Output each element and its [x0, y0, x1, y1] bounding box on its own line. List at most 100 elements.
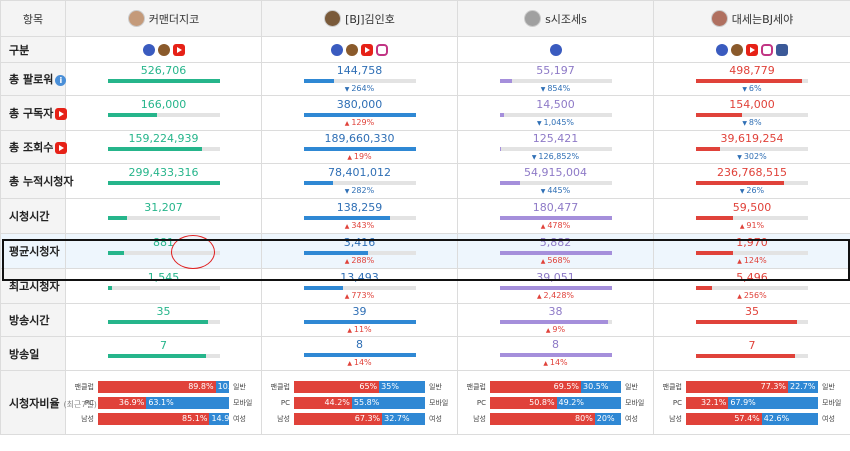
stat-cell: 54,915,004 ▼ 445% — [457, 163, 654, 199]
youtube-icon[interactable] — [746, 43, 758, 56]
stat-value: 498,779 — [729, 63, 775, 77]
stat-bar-fill — [107, 216, 127, 220]
streamer-name[interactable]: 대세는BJ세야 — [731, 12, 794, 26]
twitch-icon[interactable] — [731, 43, 743, 56]
ratio-bar-a: 65% — [294, 380, 380, 393]
stat-bar-fill — [696, 353, 795, 358]
stat-bar — [499, 250, 612, 255]
streamer-name[interactable]: [BJ]김인호 — [345, 12, 395, 26]
twitch-icon[interactable] — [157, 43, 170, 56]
change-percent-text: 282% — [351, 185, 375, 195]
table-row: 최고시청자 1,545 13,493 ▲ 773% 39,051 ▲ 2,428% 5,4… — [0, 268, 850, 304]
change-percent: ▲ 9% — [472, 324, 639, 336]
change-percent-text: 14% — [353, 358, 372, 367]
change-percent-text: 91% — [746, 220, 765, 230]
row-label-text: 시청자비율 — [9, 396, 60, 410]
stat-value: 154,000 — [729, 97, 775, 111]
change-percent — [80, 220, 247, 231]
arrow-up-icon: ▲ — [545, 326, 553, 334]
stat-value: 35 — [156, 305, 171, 318]
stat-value: 380,000 — [336, 97, 383, 111]
ratio-bar: 44.2% 55.8% — [294, 396, 425, 409]
stat-cell: 154,000 ▼ 8% — [653, 95, 850, 131]
arrow-up-icon: ▲ — [344, 119, 352, 127]
stat-bar — [499, 112, 612, 117]
stat-cell: 380,000 ▲ 129% — [261, 95, 458, 131]
stat-bar — [303, 146, 416, 151]
change-percent — [668, 358, 836, 369]
streamer-header[interactable]: 커맨더지코 — [65, 0, 262, 37]
streamer-header[interactable]: 대세는BJ세야 — [653, 0, 850, 37]
stat-bar — [303, 319, 416, 324]
ratio-bar-a: 85.1% — [98, 412, 210, 425]
change-percent: ▲ 91% — [668, 220, 836, 232]
stat-cell: 299,433,316 — [65, 163, 262, 199]
stat-value: 166,000 — [140, 98, 187, 111]
avatar[interactable] — [710, 10, 728, 27]
row-label: 방송시간 — [0, 303, 66, 337]
row-label-text: 최고시청자 — [9, 280, 60, 293]
change-percent — [80, 255, 247, 266]
twitch-icon[interactable] — [346, 43, 358, 56]
ratio-left-label: 팬클럽 — [74, 382, 94, 391]
stat-bar-fill — [107, 147, 202, 151]
streamer-name[interactable]: 커맨더지코 — [148, 12, 200, 26]
stat-bar — [696, 112, 808, 117]
stat-cell: 138,259 ▲ 343% — [261, 198, 458, 234]
instagram-icon[interactable] — [761, 43, 773, 56]
arrow-up-icon: ▲ — [344, 222, 352, 230]
ratio-line: 팬클럽 65% 35% 일반 — [266, 379, 453, 395]
afreeca-icon[interactable] — [716, 43, 728, 56]
afreeca-icon[interactable] — [549, 43, 562, 56]
ratio-right-label: 모바일 — [429, 398, 449, 407]
instagram-icon[interactable] — [376, 43, 388, 56]
streamer-name[interactable]: s시조세s — [545, 12, 587, 26]
stat-bar — [499, 146, 612, 151]
stat-cell: 159,224,939 — [65, 130, 262, 164]
afreeca-icon[interactable] — [331, 43, 343, 56]
avatar[interactable] — [524, 10, 542, 27]
row-label-text: 총 조회수 — [9, 141, 54, 154]
change-percent — [80, 151, 247, 162]
stat-value: 299,433,316 — [128, 166, 199, 179]
change-percent: ▲ 343% — [276, 220, 443, 232]
ratio-line: 남성 80% 20% 여성 — [462, 411, 649, 427]
afreeca-icon[interactable] — [142, 43, 155, 56]
stat-bar-fill — [696, 112, 742, 117]
stat-bar-fill — [303, 180, 333, 185]
stat-bar — [303, 353, 416, 357]
change-percent: ▲ 14% — [472, 357, 639, 369]
platform-cell — [457, 36, 654, 63]
stat-bar — [499, 353, 612, 357]
stat-cell: 39,619,254 ▼ 302% — [653, 130, 850, 164]
stat-cell: 78,401,012 ▼ 282% — [261, 163, 458, 199]
stat-value: 526,706 — [140, 64, 187, 77]
ratio-right-label: 일반 — [625, 382, 638, 391]
ratio-bar-a: 69.5% — [490, 380, 582, 393]
stat-cell: 7 — [653, 336, 850, 371]
change-percent — [80, 117, 247, 128]
ratio-right-label: 일반 — [233, 382, 246, 391]
avatar[interactable] — [127, 10, 145, 27]
youtube-icon[interactable] — [361, 43, 373, 56]
streamer-header[interactable]: s시조세s — [457, 0, 654, 37]
avatar[interactable] — [324, 10, 342, 27]
stat-bar — [499, 215, 612, 220]
stat-cell: 8 ▲ 14% — [261, 336, 458, 371]
stat-bar-fill — [303, 78, 334, 83]
stat-bar-fill — [696, 146, 720, 151]
stat-cell: 39 ▲ 11% — [261, 303, 458, 337]
ratio-left-label: PC — [84, 398, 94, 407]
youtube-icon[interactable] — [172, 43, 185, 56]
facebook-icon[interactable] — [776, 43, 788, 56]
ratio-bar-b: 20% — [594, 412, 621, 425]
ratio-line: PC 44.2% 55.8% 모바일 — [266, 395, 453, 411]
ratio-right-label: 모바일 — [822, 398, 842, 407]
change-percent-text: 2,428% — [543, 290, 575, 300]
table-row: 시청시간 31,207 138,259 ▲ 343% 180,477 ▲ 478% 59,… — [0, 198, 850, 234]
stat-value: 1,545 — [147, 271, 180, 284]
ratio-bar-a: 44.2% — [294, 396, 352, 409]
stat-cell: 125,421 ▼ 126,852% — [457, 130, 654, 164]
ratio-bar-a: 80% — [490, 412, 595, 425]
streamer-header[interactable]: [BJ]김인호 — [261, 0, 458, 37]
